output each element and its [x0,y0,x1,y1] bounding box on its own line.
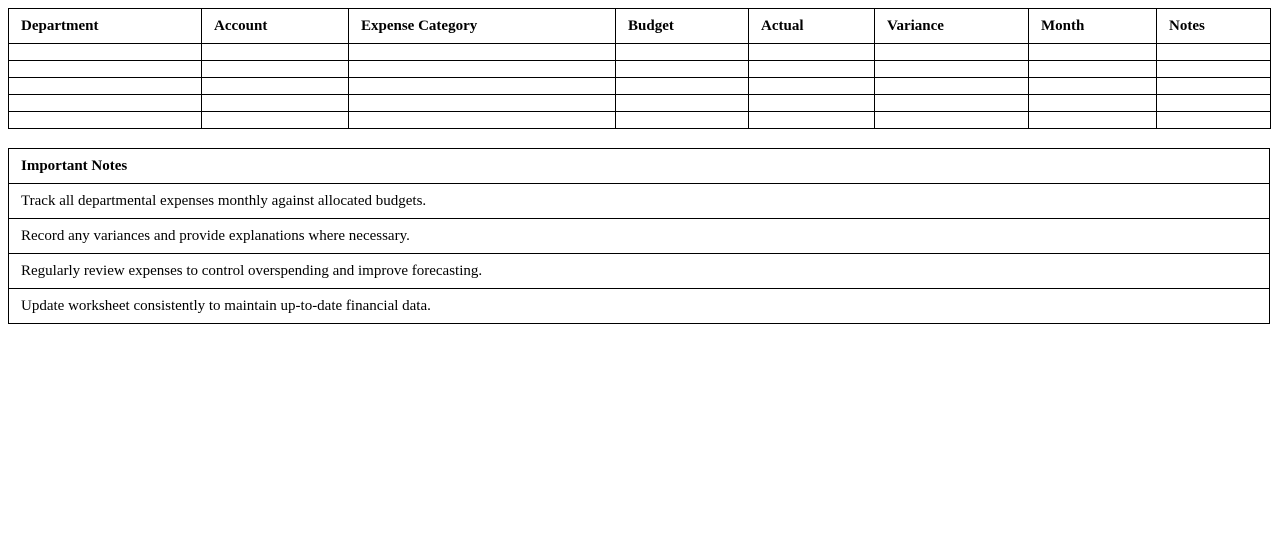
note-row: Record any variances and provide explana… [8,218,1270,254]
header-row: Department Account Expense Category Budget A… [8,8,1271,44]
empty-cell [748,43,875,61]
empty-cell [874,111,1029,129]
empty-cell [615,77,749,95]
notes-title-row: Important Notes [8,148,1270,184]
note-row: Update worksheet consistently to maintai… [8,288,1270,324]
empty-cell [615,94,749,112]
empty-cell [8,94,202,112]
empty-cell [1028,43,1157,61]
empty-cell [8,111,202,129]
column-header: Account [201,8,349,44]
empty-row [8,77,1271,95]
empty-cell [748,111,875,129]
empty-cell [8,43,202,61]
empty-cell [1156,43,1271,61]
empty-cell [348,60,616,78]
worksheet: Department Account Expense Category Budget A… [8,8,1271,324]
empty-cell [874,94,1029,112]
empty-cell [201,77,349,95]
table-body [8,43,1271,129]
empty-cell [348,111,616,129]
empty-cell [615,60,749,78]
empty-cell [1028,60,1157,78]
empty-cell [348,43,616,61]
empty-cell [615,111,749,129]
empty-cell [8,60,202,78]
empty-row [8,60,1271,78]
empty-cell [874,77,1029,95]
empty-cell [1156,111,1271,129]
column-header: Budget [615,8,749,44]
notes-table: Important Notes Track all departmental e… [8,148,1270,324]
empty-cell [1028,94,1157,112]
note-row: Regularly review expenses to control ove… [8,253,1270,289]
empty-cell [615,43,749,61]
empty-cell [348,94,616,112]
empty-cell [1156,94,1271,112]
empty-cell [1028,111,1157,129]
empty-cell [748,60,875,78]
note-text: Track all departmental expenses monthly … [8,183,1270,219]
empty-cell [348,77,616,95]
empty-cell [8,77,202,95]
empty-cell [201,43,349,61]
column-header: Actual [748,8,875,44]
empty-row [8,111,1271,129]
empty-cell [1156,77,1271,95]
column-header: Month [1028,8,1157,44]
note-row: Track all departmental expenses monthly … [8,183,1270,219]
note-text: Regularly review expenses to control ove… [8,253,1270,289]
empty-cell [201,94,349,112]
empty-cell [874,60,1029,78]
column-header: Notes [1156,8,1271,44]
empty-cell [874,43,1029,61]
note-text: Record any variances and provide explana… [8,218,1270,254]
empty-row [8,94,1271,112]
empty-cell [748,77,875,95]
empty-cell [201,111,349,129]
column-header: Expense Category [348,8,616,44]
expense-table: Department Account Expense Category Budget A… [8,8,1271,129]
empty-cell [748,94,875,112]
column-header: Department [8,8,202,44]
column-header: Variance [874,8,1029,44]
empty-row [8,43,1271,61]
note-text: Update worksheet consistently to maintai… [8,288,1270,324]
empty-cell [201,60,349,78]
empty-cell [1028,77,1157,95]
notes-title: Important Notes [8,148,1270,184]
empty-cell [1156,60,1271,78]
